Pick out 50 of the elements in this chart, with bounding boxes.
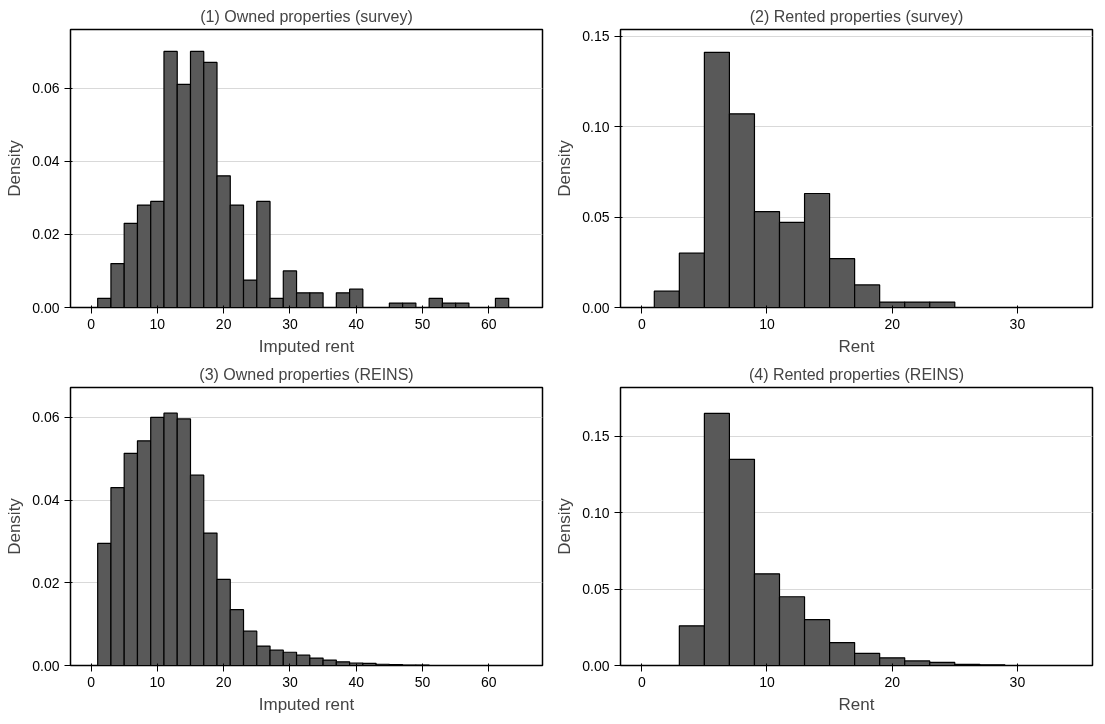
chart-title: (3) Owned properties (REINS) — [199, 365, 414, 383]
x-tick-label: 0 — [87, 673, 96, 690]
chart-title: (2) Rented properties (survey) — [749, 7, 964, 25]
x-tick-label: 10 — [149, 673, 166, 690]
y-tick-label: 0.05 — [582, 581, 610, 598]
y-axis-title: Density — [555, 139, 575, 197]
y-axis-title: Density — [555, 497, 575, 555]
x-axis-title: Imputed rent — [258, 336, 355, 356]
y-tick-label: 0.00 — [32, 657, 60, 674]
x-tick-label: 10 — [149, 315, 166, 332]
x-tick-label: 40 — [348, 673, 365, 690]
y-tick-label: 0.04 — [32, 492, 60, 509]
x-axis-title: Rent — [838, 694, 875, 714]
x-tick-label: 20 — [884, 315, 901, 332]
x-tick-label: 10 — [759, 673, 775, 690]
x-tick-label: 10 — [759, 315, 775, 332]
x-tick-label: 60 — [481, 315, 497, 332]
y-tick-label: 0.05 — [582, 209, 610, 226]
x-tick-label: 30 — [282, 673, 298, 690]
y-tick-label: 0.00 — [32, 299, 60, 316]
x-tick-label: 20 — [215, 315, 232, 332]
y-tick-label: 0.00 — [582, 657, 610, 674]
x-tick-label: 0 — [637, 315, 646, 332]
y-tick-label: 0.06 — [32, 80, 60, 97]
y-axis-title: Density — [5, 139, 25, 197]
y-tick-label: 0.15 — [582, 428, 610, 445]
x-tick-label: 0 — [637, 673, 646, 690]
x-tick-label: 50 — [414, 315, 431, 332]
y-tick-label: 0.10 — [582, 118, 610, 135]
x-tick-label: 40 — [348, 315, 365, 332]
x-tick-label: 30 — [1009, 315, 1026, 332]
y-tick-label: 0.04 — [32, 153, 60, 170]
x-tick-label: 50 — [414, 673, 431, 690]
x-tick-label: 20 — [215, 673, 232, 690]
x-tick-label: 0 — [87, 315, 96, 332]
x-tick-label: 30 — [1009, 673, 1026, 690]
x-axis-title: Imputed rent — [258, 694, 355, 714]
x-tick-label: 20 — [884, 673, 901, 690]
chart-title: (4) Rented properties (REINS) — [748, 365, 965, 383]
y-tick-label: 0.06 — [32, 409, 60, 426]
y-tick-label: 0.10 — [582, 504, 610, 521]
y-tick-label: 0.00 — [582, 299, 610, 316]
x-tick-label: 30 — [282, 315, 298, 332]
y-tick-label: 0.15 — [582, 28, 610, 45]
chart-title: (1) Owned properties (survey) — [200, 7, 413, 25]
x-tick-label: 60 — [481, 673, 497, 690]
y-axis-title: Density — [5, 497, 25, 555]
x-axis-title: Rent — [838, 336, 875, 356]
y-tick-label: 0.02 — [32, 226, 60, 243]
y-tick-label: 0.02 — [32, 574, 60, 591]
